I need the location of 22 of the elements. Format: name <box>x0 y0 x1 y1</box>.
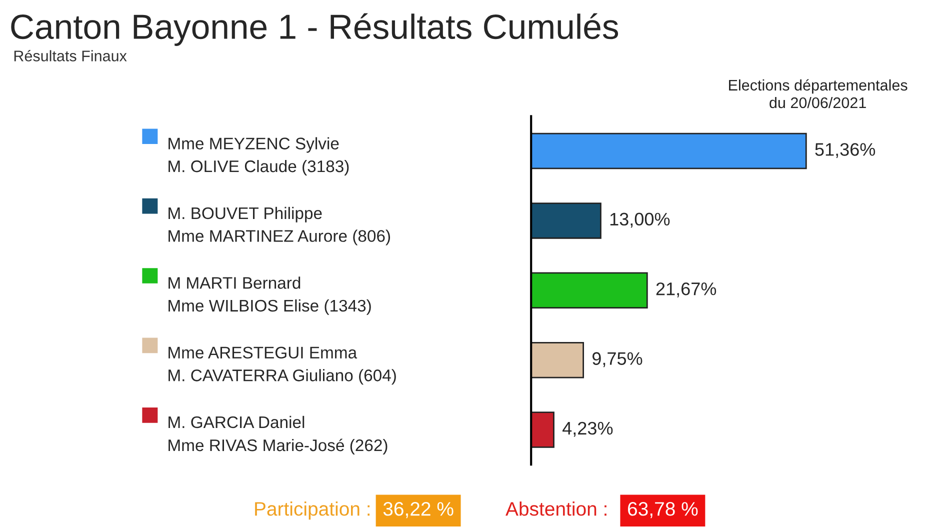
data-label: 21,67% <box>656 282 716 298</box>
data-label: 13,00% <box>610 212 670 228</box>
bar <box>531 202 602 239</box>
y-tick-label: Mme ARESTEGUI Emma M. CAVATERRA Giuliano (604) <box>168 346 396 385</box>
data-label: 4,23% <box>562 422 613 437</box>
chart-title: Canton Bayonne 1 - Résultats Cumulés <box>11 13 618 46</box>
text: 63,78 % <box>628 502 698 518</box>
y-tick-label: M. GARCIA Daniel Mme RIVAS Marie-José (262) <box>168 416 388 455</box>
text: Elections départementales du 20/06/2021 <box>729 79 908 108</box>
text: Participation : <box>255 502 370 520</box>
data-label: 51,36% <box>815 143 876 158</box>
bar <box>531 412 554 448</box>
bar <box>531 272 648 309</box>
y-tick-label: M. BOUVET Philippe Mme MARTINEZ Aurore (806) <box>168 206 390 246</box>
bar <box>531 342 584 378</box>
bar <box>531 132 807 170</box>
text: 36,22 % <box>383 502 454 518</box>
y-tick-label: M MARTI Bernard Mme WILBIOS Elise (1343) <box>168 276 371 315</box>
y-tick-label: Mme MEYZENC Sylvie M. OLIVE Claude (3183) <box>168 137 349 176</box>
text: Résultats Finaux <box>14 50 127 62</box>
text: Abstention : <box>506 502 606 516</box>
data-label: 9,75% <box>592 352 642 368</box>
